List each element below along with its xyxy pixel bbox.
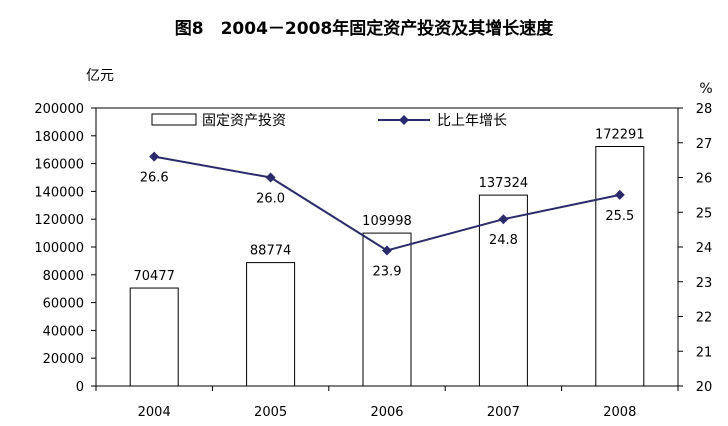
bar-value-label: 137324 (479, 176, 529, 191)
bar (478, 194, 528, 387)
x-tick-label: 2005 (254, 405, 287, 420)
bar (595, 146, 645, 387)
x-tick-label: 2007 (487, 405, 520, 420)
right-tick-label: 22 (696, 311, 713, 326)
right-tick-label: 23 (696, 276, 713, 291)
line-value-label: 24.8 (489, 233, 518, 248)
line-point (149, 151, 160, 162)
right-axis-unit: % (699, 81, 712, 97)
left-axis: 0 20000 40000 60000 80000 100000 120000 140000 1… (34, 102, 96, 395)
line-value-label: 23.9 (373, 264, 402, 279)
right-tick-label: 21 (696, 345, 713, 360)
line-point (614, 189, 625, 200)
line-series: 26.6 26.0 23.9 24.8 25.5 (140, 151, 634, 279)
legend-marker (399, 115, 409, 125)
right-tick-label: 20 (696, 380, 713, 395)
bar-value-label: 88774 (250, 244, 291, 259)
legend: 固定资产投资 比上年增长 (151, 113, 507, 129)
left-tick-label: 140000 (34, 185, 84, 200)
left-tick-label: 180000 (34, 130, 84, 145)
left-tick-label: 120000 (34, 213, 84, 228)
line-value-label: 25.5 (605, 209, 634, 224)
line-point (382, 245, 392, 256)
left-axis-unit: 亿元 (86, 68, 114, 84)
legend-label-bar: 固定资产投资 (202, 113, 286, 129)
right-tick-label: 27 (696, 137, 713, 152)
left-tick-label: 80000 (43, 269, 84, 284)
right-tick-label: 26 (696, 172, 713, 187)
bar-series: 70477 88774 109998 137324 172291 (129, 128, 645, 387)
x-tick-label: 2006 (370, 405, 403, 420)
x-axis: 2004 2005 2006 2007 2008 (95, 386, 679, 420)
left-tick-label: 100000 (34, 241, 84, 256)
line-point (265, 172, 276, 183)
line-point (498, 214, 509, 225)
x-tick-label: 2004 (138, 405, 171, 420)
right-axis: 20 21 22 23 24 25 26 27 28 (678, 102, 712, 395)
left-tick-label: 0 (76, 380, 84, 395)
chart-title: 图8 2004－2008年固定资产投资及其增长速度 (175, 18, 554, 39)
left-tick-label: 200000 (34, 102, 84, 117)
left-tick-label: 40000 (43, 324, 84, 339)
right-tick-label: 28 (696, 102, 713, 117)
right-tick-label: 25 (696, 206, 713, 221)
bar-value-label: 70477 (134, 269, 175, 284)
legend-swatch-bar (151, 113, 197, 126)
left-tick-label: 20000 (43, 352, 84, 367)
right-tick-label: 24 (696, 241, 713, 256)
left-tick-label: 60000 (43, 297, 84, 312)
bar (362, 232, 412, 387)
bar-value-label: 172291 (595, 128, 645, 143)
x-tick-label: 2008 (603, 405, 636, 420)
line-value-label: 26.0 (256, 192, 285, 207)
left-tick-label: 160000 (34, 158, 84, 173)
bar-value-label: 109998 (362, 214, 412, 229)
line-value-label: 26.6 (140, 171, 169, 186)
bar (246, 262, 296, 387)
bar (129, 287, 179, 387)
legend-label-line: 比上年增长 (437, 113, 507, 129)
